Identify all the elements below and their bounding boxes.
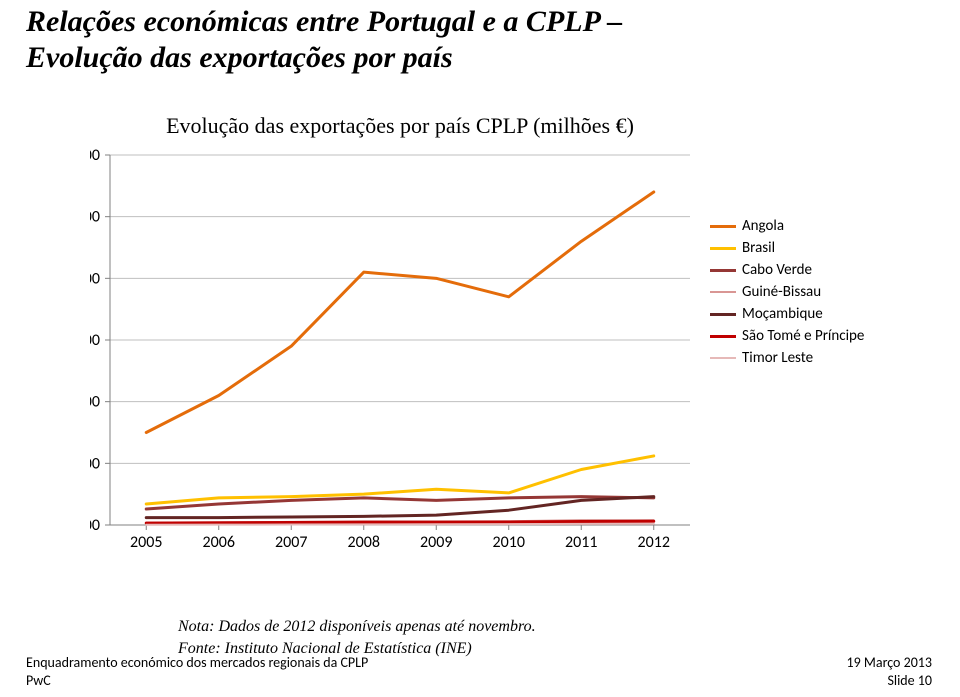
svg-text:0,00: 0,00: [90, 516, 100, 535]
svg-text:1.000,00: 1.000,00: [90, 393, 100, 412]
legend-label: Cabo Verde: [742, 261, 812, 279]
svg-text:2.500,00: 2.500,00: [90, 208, 100, 227]
footer-left-line1: Enquadramento económico dos mercados reg…: [26, 654, 368, 671]
legend-item: Guiné-Bissau: [710, 283, 864, 301]
svg-text:Evolução das exportações por p: Evolução das exportações por país CPLP (…: [166, 113, 634, 138]
legend-item: Moçambique: [710, 305, 864, 323]
svg-text:3.000,00: 3.000,00: [90, 146, 100, 165]
svg-text:2006: 2006: [203, 533, 235, 552]
legend-item: Timor Leste: [710, 349, 864, 367]
chart-legend: Angola Brasil Cabo Verde Guiné-Bissau Moçamb…: [710, 213, 864, 371]
footer-right-line2: Slide 10: [887, 672, 932, 689]
legend-swatch: [710, 225, 736, 228]
legend-label: Brasil: [742, 239, 775, 257]
legend-label: Moçambique: [742, 305, 823, 323]
svg-text:500,00: 500,00: [90, 454, 100, 473]
title-line-1: Relações económicas entre Portugal e a C…: [26, 5, 622, 38]
svg-text:2010: 2010: [493, 533, 525, 552]
svg-text:2009: 2009: [420, 533, 452, 552]
legend-label: Timor Leste: [742, 349, 813, 367]
svg-text:2005: 2005: [130, 533, 162, 552]
svg-text:2008: 2008: [348, 533, 380, 552]
footer-right-line1: 19 Março 2013: [847, 654, 932, 671]
legend-swatch: [710, 269, 736, 272]
footer-right: 19 Março 2013 Slide 10: [847, 654, 932, 689]
legend-swatch: [710, 335, 736, 338]
legend-swatch: [710, 357, 736, 359]
legend-item: Angola: [710, 217, 864, 235]
legend-item: Cabo Verde: [710, 261, 864, 279]
svg-text:2011: 2011: [565, 533, 597, 552]
chart-note: Nota: Dados de 2012 disponíveis apenas a…: [178, 618, 536, 636]
svg-text:1.500,00: 1.500,00: [90, 331, 100, 350]
svg-text:2012: 2012: [638, 533, 670, 552]
svg-text:2007: 2007: [275, 533, 307, 552]
legend-item: São Tomé e Príncipe: [710, 327, 864, 345]
legend-label: Guiné-Bissau: [742, 283, 821, 301]
legend-item: Brasil: [710, 239, 864, 257]
legend-swatch: [710, 291, 736, 293]
footer-left-line2: PwC: [26, 672, 51, 689]
title-line-2: Evolução das exportações por país: [26, 41, 453, 74]
legend-swatch: [710, 313, 736, 316]
svg-text:2.000,00: 2.000,00: [90, 269, 100, 288]
legend-label: Angola: [742, 217, 784, 235]
legend-label: São Tomé e Príncipe: [742, 327, 864, 345]
chart-container: Evolução das exportações por país CPLP (…: [90, 105, 890, 535]
footer-left: Enquadramento económico dos mercados reg…: [26, 654, 368, 689]
page-title: Relações económicas entre Portugal e a C…: [26, 4, 622, 76]
legend-swatch: [710, 247, 736, 250]
